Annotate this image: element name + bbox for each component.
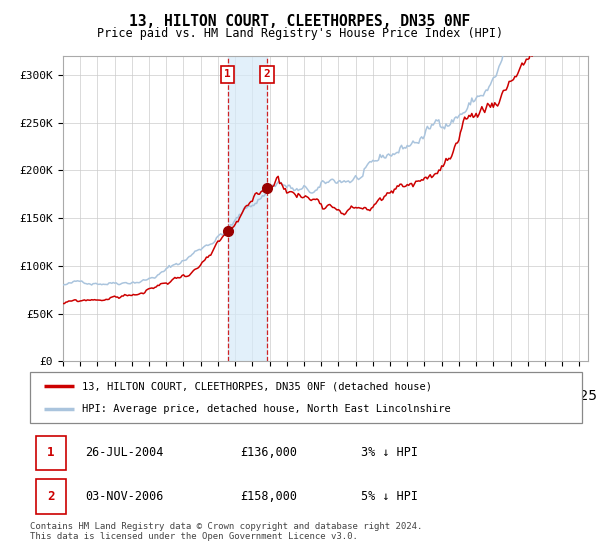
Text: Price paid vs. HM Land Registry's House Price Index (HPI): Price paid vs. HM Land Registry's House … xyxy=(97,27,503,40)
Bar xyxy=(228,56,267,361)
FancyBboxPatch shape xyxy=(30,372,582,423)
Text: 5% ↓ HPI: 5% ↓ HPI xyxy=(361,490,418,503)
Text: 26-JUL-2004: 26-JUL-2004 xyxy=(85,446,164,459)
Text: 1: 1 xyxy=(224,69,231,80)
Text: 1: 1 xyxy=(47,446,55,459)
Text: £136,000: £136,000 xyxy=(240,446,297,459)
Text: 2: 2 xyxy=(263,69,270,80)
Text: 13, HILTON COURT, CLEETHORPES, DN35 0NF: 13, HILTON COURT, CLEETHORPES, DN35 0NF xyxy=(130,14,470,29)
Text: HPI: Average price, detached house, North East Lincolnshire: HPI: Average price, detached house, Nort… xyxy=(82,404,451,414)
Text: 2: 2 xyxy=(47,490,55,503)
Text: £158,000: £158,000 xyxy=(240,490,297,503)
Text: 3% ↓ HPI: 3% ↓ HPI xyxy=(361,446,418,459)
Text: 03-NOV-2006: 03-NOV-2006 xyxy=(85,490,164,503)
Text: 13, HILTON COURT, CLEETHORPES, DN35 0NF (detached house): 13, HILTON COURT, CLEETHORPES, DN35 0NF … xyxy=(82,381,433,391)
FancyBboxPatch shape xyxy=(35,436,66,470)
FancyBboxPatch shape xyxy=(35,479,66,514)
Text: Contains HM Land Registry data © Crown copyright and database right 2024.
This d: Contains HM Land Registry data © Crown c… xyxy=(30,522,422,542)
